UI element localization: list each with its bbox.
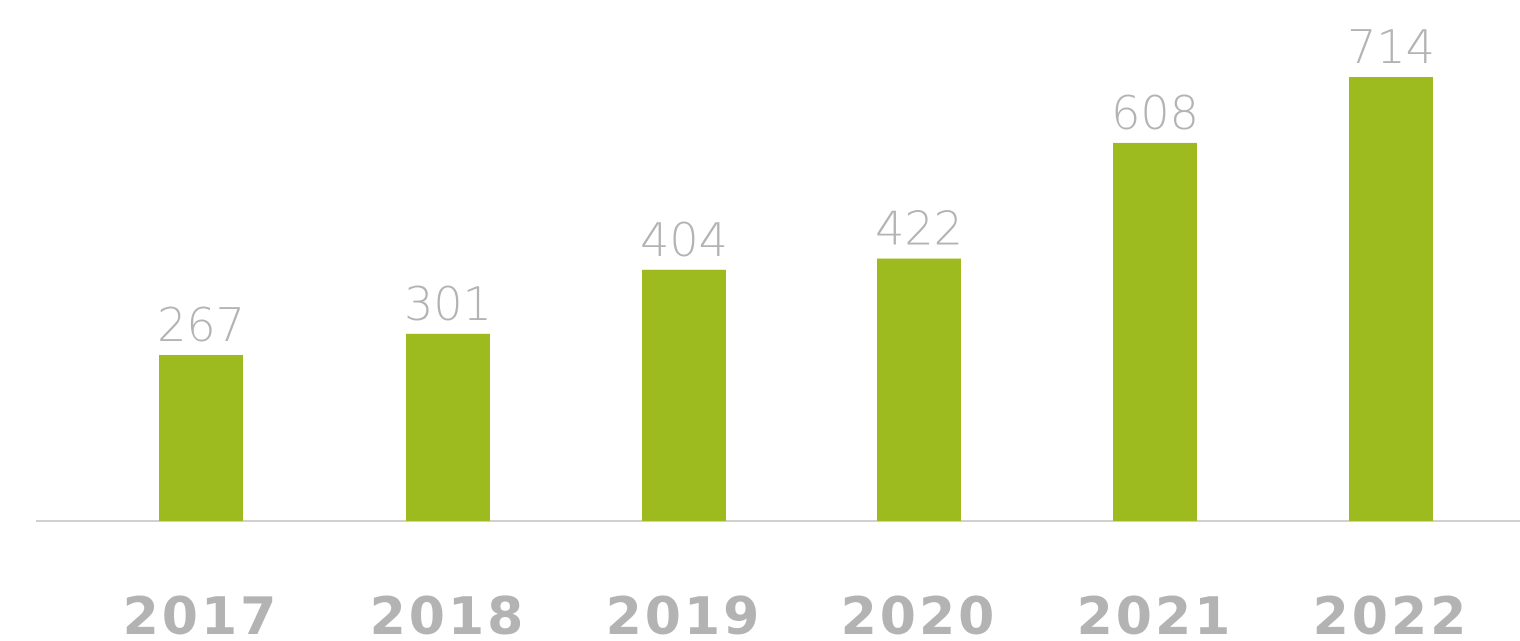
bar-2022 [1349, 77, 1433, 521]
bar-2021 [1113, 142, 1197, 522]
bars-group [159, 77, 1433, 522]
x-tick-label-2019: 2019 [606, 587, 763, 641]
value-label-2018: 301 [404, 277, 492, 331]
bar-2018 [406, 333, 490, 521]
x-tick-labels-group: 2017 2018 2019 2020 2021 2022 [123, 587, 1470, 641]
bar-2019 [642, 269, 726, 521]
x-tick-label-2020: 2020 [841, 587, 998, 641]
bar-2020 [877, 258, 961, 521]
value-label-2019: 404 [640, 213, 728, 267]
value-label-2021: 608 [1111, 86, 1199, 140]
value-labels-group: 267 301 404 422 608 714 [157, 20, 1435, 352]
value-label-2020: 422 [875, 202, 963, 256]
x-tick-label-2022: 2022 [1313, 587, 1470, 641]
x-tick-label-2018: 2018 [370, 587, 527, 641]
value-label-2017: 267 [157, 298, 245, 352]
value-label-2022: 714 [1347, 20, 1435, 74]
x-tick-label-2021: 2021 [1077, 587, 1234, 641]
x-tick-label-2017: 2017 [123, 587, 280, 641]
bar-2017 [159, 354, 243, 521]
